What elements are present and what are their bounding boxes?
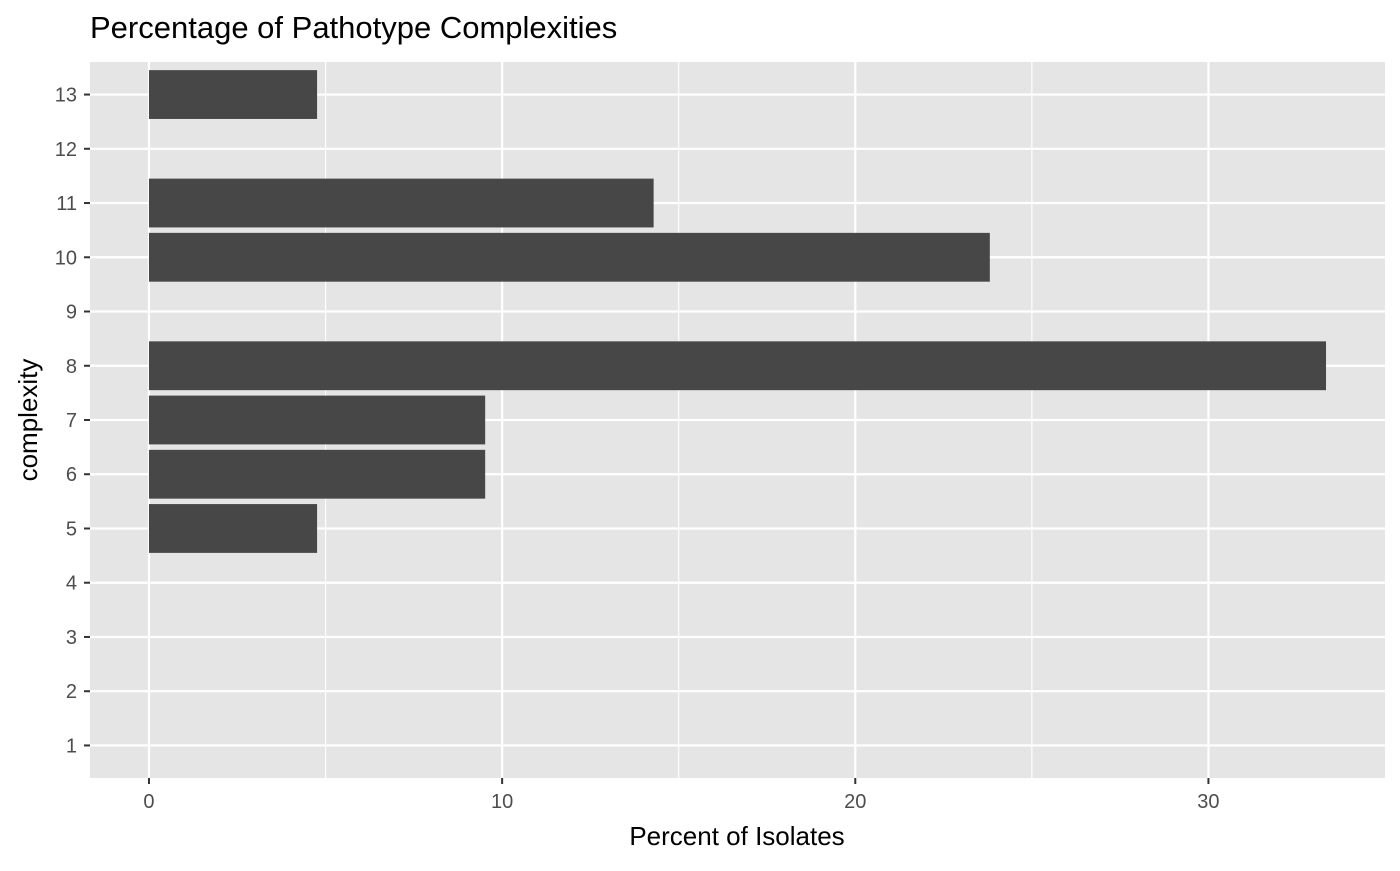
x-tick-label: 10: [491, 791, 513, 813]
y-tick-label: 11: [56, 193, 77, 215]
x-axis-title: Percent of Isolates: [629, 821, 844, 851]
bar-complexity-7: [148, 395, 486, 445]
bar-complexity-5: [148, 504, 318, 553]
y-tick-label: 13: [55, 85, 77, 107]
y-tick-label: 2: [66, 681, 77, 703]
chart-title: Percentage of Pathotype Complexities: [90, 10, 617, 45]
x-tick-label: 20: [844, 791, 866, 813]
bar-complexity-13: [148, 70, 318, 119]
x-axis: 0 10 20 30: [143, 778, 1220, 813]
y-tick-label: 6: [66, 464, 77, 486]
bar-complexity-8: [148, 341, 1327, 391]
bars: [148, 70, 1327, 553]
y-tick-label: 12: [55, 139, 77, 161]
x-tick-label: 30: [1197, 791, 1219, 813]
y-tick-label: 5: [66, 518, 77, 540]
y-tick-label: 8: [66, 356, 77, 378]
y-axis-title: complexity: [13, 359, 43, 482]
y-tick-label: 3: [66, 627, 77, 649]
y-tick-label: 7: [66, 410, 77, 432]
y-tick-label: 1: [66, 735, 77, 757]
y-tick-label: 9: [66, 302, 77, 324]
y-tick-label: 10: [55, 247, 77, 269]
bar-complexity-6: [148, 449, 486, 499]
x-tick-label: 0: [143, 791, 154, 813]
bar-complexity-11: [148, 178, 654, 228]
bar-complexity-10: [148, 232, 990, 282]
y-tick-label: 4: [66, 573, 77, 595]
